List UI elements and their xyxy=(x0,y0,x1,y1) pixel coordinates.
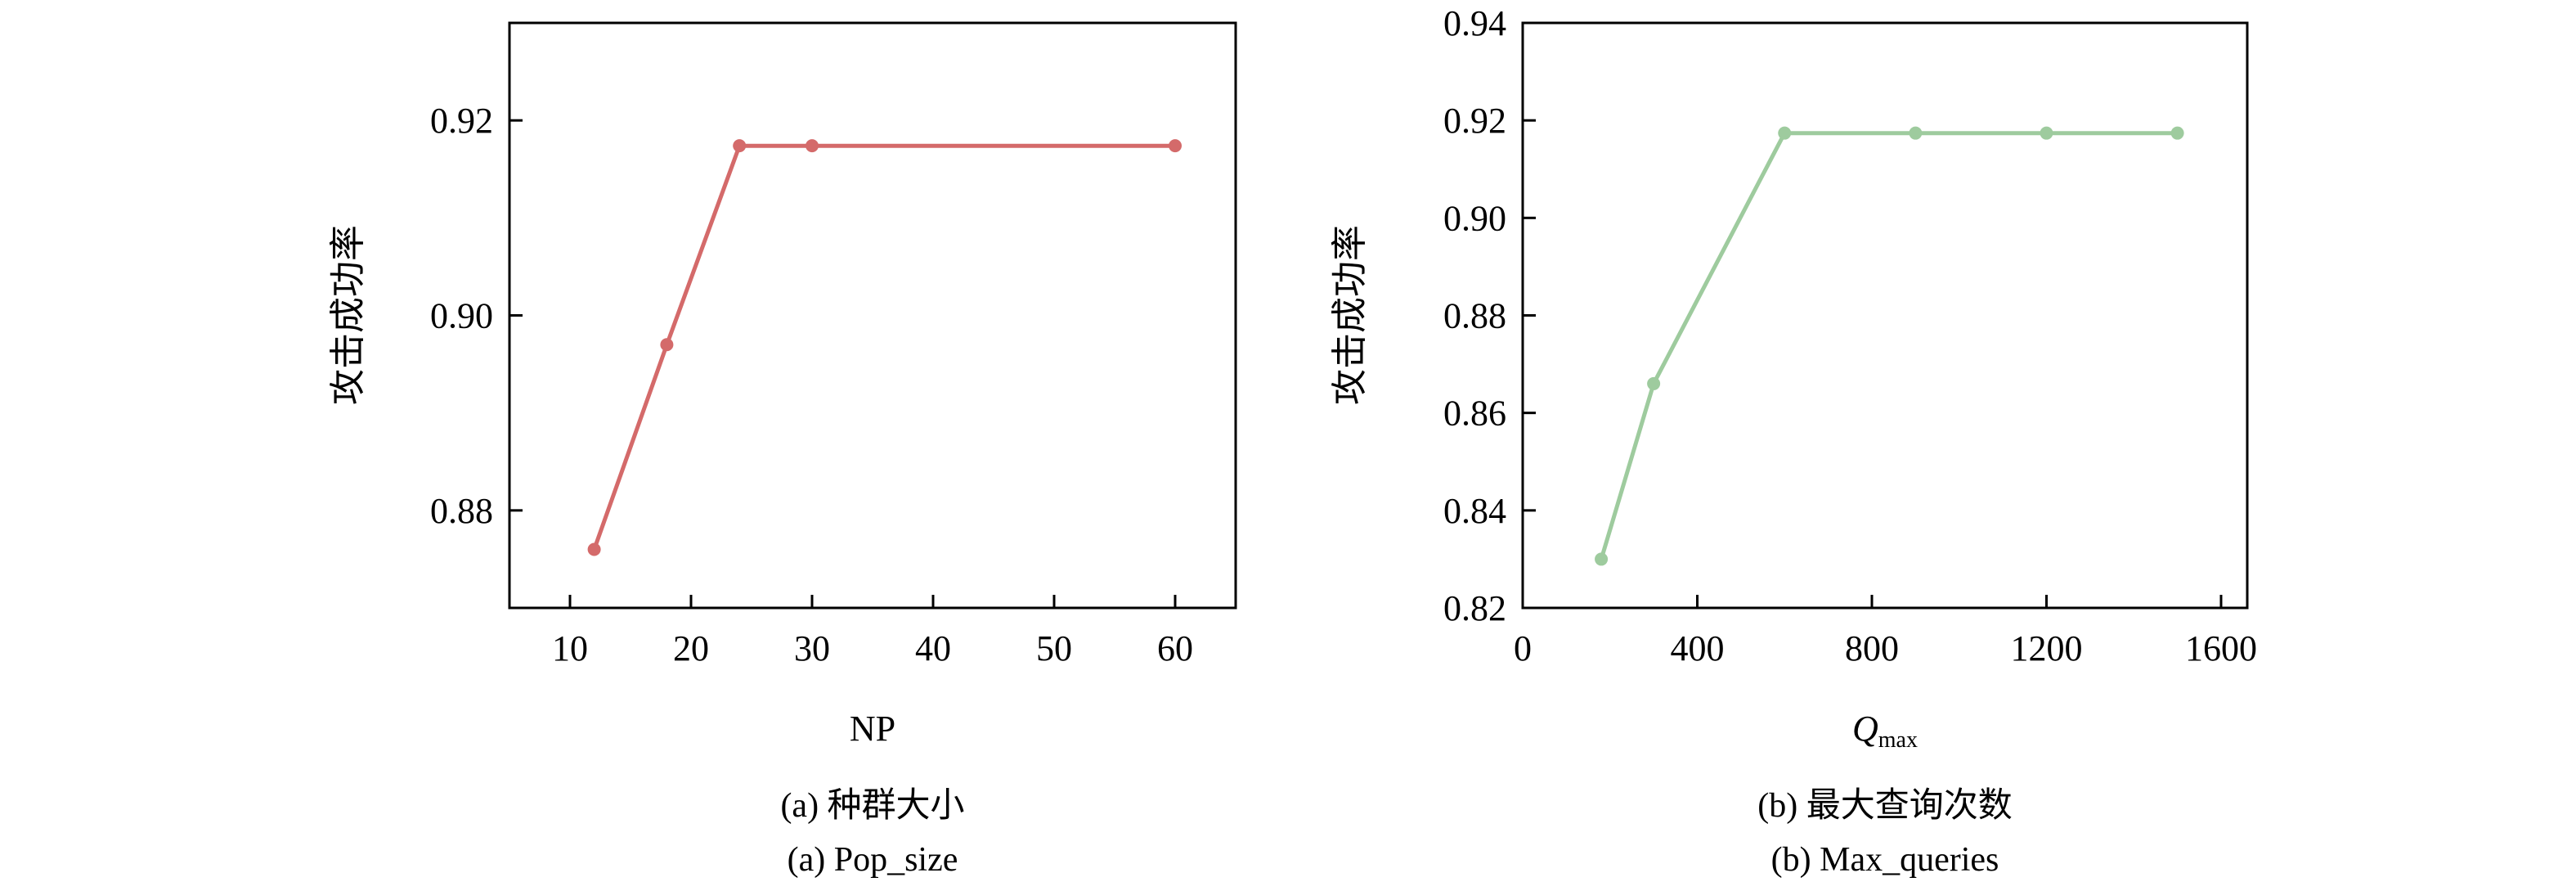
series-line xyxy=(1599,131,2178,560)
x-axis-label: Qmax xyxy=(1852,709,1918,753)
data-point xyxy=(1595,552,1609,566)
y-tick-label: 0.82 xyxy=(1443,588,1506,628)
data-point xyxy=(660,338,674,352)
x-tick-label: 0 xyxy=(1514,628,1532,668)
x-tick-label: 800 xyxy=(1845,628,1899,668)
x-axis-label-main: Q xyxy=(1852,709,1878,749)
y-tick-label: 0.90 xyxy=(1443,198,1506,238)
y-tick-label: 0.84 xyxy=(1443,491,1506,531)
chart-pop-size: NP 攻击成功率 (a) 种群大小 (a) Pop_size 10 20 30 40 5… xyxy=(328,21,1237,879)
data-point xyxy=(1169,139,1182,153)
y-tick-label: 0.86 xyxy=(1443,394,1506,434)
y-tick-label: 0.92 xyxy=(1443,101,1506,141)
data-point xyxy=(587,542,601,556)
y-tick-label: 0.94 xyxy=(1443,3,1506,43)
y-tick-label: 0.88 xyxy=(1443,296,1506,336)
series-line xyxy=(592,143,1175,551)
data-point xyxy=(2170,126,2184,140)
caption-en: (b) Max_queries xyxy=(1771,841,1999,879)
caption-en: (a) Pop_size xyxy=(788,841,958,879)
data-point xyxy=(1778,126,1792,140)
chart-max-queries: Qmax 攻击成功率 (b) 最大查询次数 (b) Max_queries 0 4… xyxy=(1330,3,2257,879)
x-axis-label-sub: max xyxy=(1878,727,1918,753)
x-tick-label: 1200 xyxy=(2010,628,2082,668)
x-tick-label: 30 xyxy=(794,628,830,668)
caption-cn: (b) 最大查询次数 xyxy=(1757,787,2012,825)
data-point xyxy=(733,139,747,153)
y-axis-label: 攻击成功率 xyxy=(1330,225,1370,405)
plot-frame xyxy=(1521,21,2249,610)
y-axis-label: 攻击成功率 xyxy=(328,225,368,405)
caption-cn: (a) 种群大小 xyxy=(780,787,964,825)
y-tick-label: 0.92 xyxy=(430,101,493,141)
x-tick-label: 60 xyxy=(1157,628,1193,668)
x-tick-label: 10 xyxy=(552,628,588,668)
data-point xyxy=(2040,126,2053,140)
x-tick-label: 50 xyxy=(1036,628,1072,668)
y-tick-label: 0.90 xyxy=(430,296,493,336)
x-tick-label: 40 xyxy=(915,628,951,668)
y-tick-label: 0.88 xyxy=(430,491,493,531)
data-point xyxy=(1909,126,1923,140)
x-tick-label: 400 xyxy=(1670,628,1724,668)
x-axis-label: NP xyxy=(850,709,895,749)
data-point xyxy=(806,139,819,153)
data-point xyxy=(1647,376,1661,390)
x-tick-label: 20 xyxy=(673,628,709,668)
x-tick-label: 1600 xyxy=(2185,628,2257,668)
plot-frame xyxy=(508,21,1237,610)
